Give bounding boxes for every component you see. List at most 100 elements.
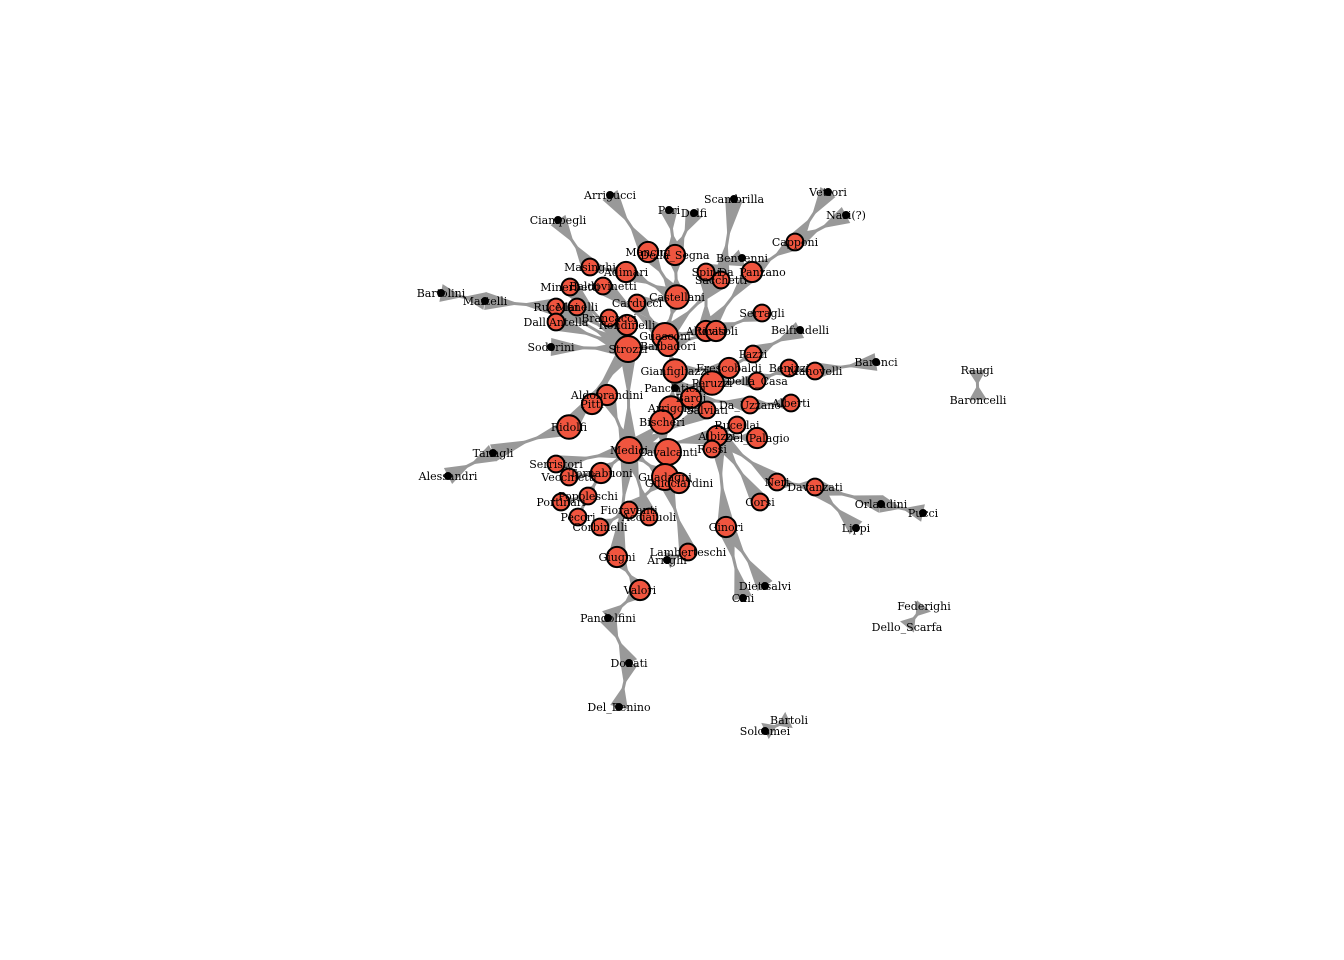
node-Manelli[interactable] [567,297,587,317]
node-Cini[interactable] [739,594,747,602]
node-Della_Casa[interactable] [747,371,767,391]
node-Giugni[interactable] [605,545,629,569]
node-Ginori[interactable] [714,515,738,539]
node-Pandolfini[interactable] [604,614,612,622]
node-Ciampegli[interactable] [554,216,562,224]
node-Capponi[interactable] [785,232,805,252]
node-label-Peruzzi: Peruzzi [692,377,733,390]
node-Bischeri[interactable] [649,409,675,435]
node-Frescobaldi[interactable] [717,356,741,380]
node-Masinghi[interactable] [580,257,600,277]
node-Baldovinetti[interactable] [593,276,613,296]
node-label-Guasconi: Guasconi [639,330,691,343]
node-Pucci[interactable] [919,509,927,517]
node-Lippi[interactable] [852,524,860,532]
node-Salviati[interactable] [697,400,717,420]
node-Rucellai2[interactable] [727,415,747,435]
node-Tornabuoni[interactable] [589,461,613,485]
node-label-Medici: Medici [610,444,648,457]
node-Tanagli[interactable] [489,449,497,457]
node-Pitti[interactable] [580,392,604,416]
node-Martelli[interactable] [481,297,489,305]
node-Arrigucci[interactable] [606,191,614,199]
node-Corbinelli[interactable] [590,517,610,537]
node-label-Corsi: Corsi [745,496,775,509]
node-Serragli[interactable] [752,303,772,323]
node-Nasi[interactable] [842,211,850,219]
node-label-Dello_Scarfa: Dello_Scarfa [872,621,943,634]
node-Barbadori[interactable] [656,334,680,358]
node-Ricasoli[interactable] [704,319,728,343]
node-Lamberteschi[interactable] [678,542,698,562]
node-Orlandini[interactable] [877,500,885,508]
node-Benizzi2[interactable] [779,358,799,378]
node-Popoleschi[interactable] [578,486,598,506]
node-Adimari[interactable] [614,260,638,284]
edge-line-Martelli-Rucellai [484,299,557,309]
node-label-Serristori: Serristori [529,458,583,471]
node-Del_Palagio[interactable] [745,426,769,450]
node-label-Brancacci: Brancacci [581,312,637,325]
node-Rossi[interactable] [702,439,722,459]
node-label-Bardi: Bardi [676,392,707,405]
node-Sacchetti[interactable] [711,270,731,290]
node-Da_Panzano[interactable] [740,260,764,284]
node-Portinari[interactable] [551,492,571,512]
node-label-Adimari: Adimari [603,266,649,279]
node-Alessandri[interactable] [444,472,452,480]
node-label-Donati: Donati [610,657,648,670]
node-Dietisalvi[interactable] [761,582,769,590]
node-Brancacci[interactable] [599,308,619,328]
node-Scambrilla[interactable] [730,195,738,203]
node-Peruzzi[interactable] [699,370,725,396]
node-Dall_Antella[interactable] [546,312,566,332]
node-Arrighi[interactable] [663,556,671,564]
node-Belfradelli[interactable] [796,326,804,334]
node-Ridolfi[interactable] [556,414,582,440]
node-label-Rondinelli: Rondinelli [599,319,656,332]
node-Fioravanti[interactable] [619,500,639,520]
edge-line-Cini-Ginori [724,526,745,599]
edge-line-Tanagli-Ridolfi [492,425,570,455]
node-Serristori[interactable] [546,454,566,474]
node-Valori[interactable] [628,578,652,602]
node-label-Cini: Cini [732,592,755,605]
node-Mancini[interactable] [636,240,660,264]
edge-line-Donati-Pandolfini [606,617,631,664]
node-Neri[interactable] [767,472,787,492]
node-Guicciardini[interactable] [667,471,691,495]
node-Gianfigliazzi[interactable] [662,358,688,384]
node-label-Alberti: Alberti [771,397,811,410]
node-Pecori[interactable] [568,507,588,527]
node-label-Benizzi: Benvenni [716,252,769,265]
node-Vettori[interactable] [824,188,832,196]
node-Da_Uzzano[interactable] [740,395,760,415]
node-Carducci[interactable] [627,293,647,313]
node-Pazzi[interactable] [743,344,763,364]
node-Acciaiuoli[interactable] [639,507,659,527]
node-Spini[interactable] [696,262,716,282]
node-Donati[interactable] [625,659,633,667]
node-Bartolini[interactable] [437,289,445,297]
node-Strozzi[interactable] [614,335,642,363]
node-Soderini[interactable] [547,343,555,351]
node-Solosmei_hub[interactable] [761,727,769,735]
node-label-Guicciardini: Guicciardini [645,477,714,490]
node-Medici[interactable] [615,436,643,464]
node-Panciatichi_top[interactable] [671,384,679,392]
node-Davanzati[interactable] [805,477,825,497]
node-Alberti[interactable] [781,393,801,413]
node-Corsi[interactable] [750,492,770,512]
node-Benizzi[interactable] [738,254,746,262]
node-Dolfi[interactable] [690,209,698,217]
node-Vecchietti[interactable] [559,467,579,487]
node-label-Cavalcanti: Cavalcanti [638,446,697,459]
node-Castellani[interactable] [664,284,690,310]
node-Minerbetti[interactable] [560,277,580,297]
node-Baronci[interactable] [872,358,880,366]
node-Ridolfi_tail[interactable] [805,361,825,381]
node-Peri[interactable] [665,206,673,214]
node-Del_Benino[interactable] [615,703,623,711]
node-Bardi[interactable] [679,386,703,410]
node-Della_Segna[interactable] [663,243,687,267]
